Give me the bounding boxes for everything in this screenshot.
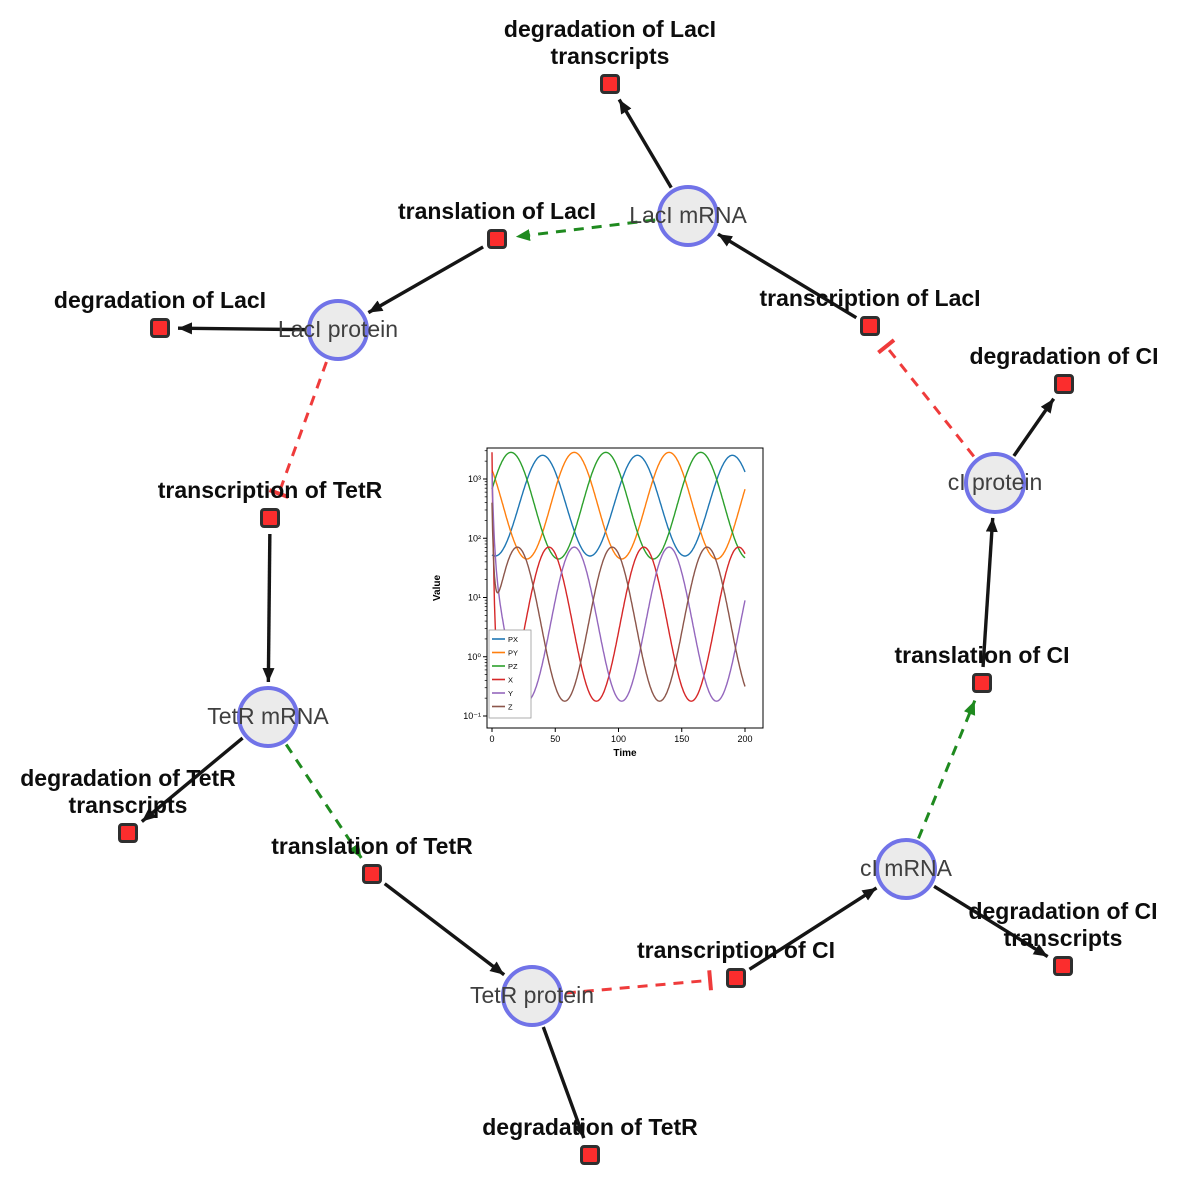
series-line-Y	[491, 473, 746, 702]
species-node-ci-mrna	[875, 838, 937, 900]
reaction-label-line: degradation of LacI	[53, 287, 267, 313]
edge-inhibition-laci-protein-to-txn-tetr	[268, 361, 328, 499]
species-node-tetr-protein	[501, 965, 563, 1027]
series-line-PX	[491, 454, 746, 557]
reaction-node-deg-tetr	[580, 1145, 600, 1165]
reaction-label-txn-tetr: transcription of TetR	[158, 477, 382, 504]
x-tick-label: 150	[674, 734, 689, 744]
species-node-ci-protein	[964, 452, 1026, 514]
species-label-ci-protein: cI protein	[947, 469, 1043, 495]
reaction-label-transl-ci: translation of CI	[894, 642, 1069, 669]
chart-legend-box	[488, 629, 532, 719]
y-tick-label: 10²	[468, 533, 481, 543]
reaction-label-deg-laci-tx: degradation of LacI transcripts	[504, 16, 716, 70]
y-tick-label: 10⁰	[467, 652, 481, 662]
legend-label-Y: Y	[508, 689, 513, 698]
x-tick-label: 200	[737, 734, 752, 744]
edge-modifier-laci-mrna-to-transl-laci	[515, 218, 656, 242]
series-line-Z	[491, 502, 746, 702]
edge-production-txn-tetr-to-tetr-mrna	[262, 533, 275, 683]
edge-production-transl-tetr-to-tetr-protein	[383, 882, 506, 977]
reaction-label-deg-tetr: degradation of TetR	[482, 1114, 698, 1141]
species-node-laci-protein	[307, 299, 369, 361]
reaction-label-txn-laci: transcription of LacI	[759, 285, 980, 312]
reaction-label-line: transcription of LacI	[759, 285, 981, 311]
reaction-label-line: degradation of TetR	[20, 765, 236, 791]
series-line-PZ	[491, 451, 746, 560]
reaction-label-transl-tetr: translation of TetR	[271, 833, 472, 860]
edge-consumption-tetr-mrna-to-deg-tetr-tx	[140, 736, 244, 823]
edge-production-txn-ci-to-ci-mrna	[748, 886, 878, 971]
x-tick-label: 100	[611, 734, 626, 744]
series-line-X	[491, 452, 746, 702]
timeseries-chart: 10³ 10² 10¹ 10⁰ 10⁻¹ 0 50 100 150 200 Time Value PX P…	[428, 436, 773, 766]
edge-production-transl-ci-to-ci-protein	[981, 517, 998, 668]
reaction-node-txn-ci	[726, 968, 746, 988]
y-tick-label: 10³	[468, 474, 481, 484]
reaction-label-deg-ci: degradation of CI	[969, 343, 1158, 370]
species-node-laci-mrna	[657, 185, 719, 247]
legend-label-Z: Z	[508, 702, 513, 711]
reaction-label-line: translation of TetR	[271, 833, 473, 859]
reaction-label-line: degradation of TetR	[482, 1114, 698, 1140]
species-node-tetr-mrna	[237, 686, 299, 748]
reaction-label-deg-tetr-tx: degradation of TetR transcripts	[20, 765, 236, 819]
edge-modifier-ci-mrna-to-transl-ci	[917, 700, 977, 840]
reaction-node-transl-tetr	[362, 864, 382, 884]
edge-consumption-laci-protein-to-deg-laci	[177, 322, 306, 335]
reaction-label-line: transcription of TetR	[157, 477, 383, 503]
reaction-label-line: transcripts	[550, 43, 670, 69]
species-label-laci-protein: LacI protein	[277, 316, 399, 342]
reaction-label-transl-laci: translation of LacI	[398, 198, 596, 225]
chart-x-axis-label: Time	[613, 748, 637, 759]
reaction-label-line: degradation of LacI	[503, 16, 717, 42]
reaction-node-deg-laci-tx	[600, 74, 620, 94]
reaction-node-deg-tetr-tx	[118, 823, 138, 843]
x-tick-label: 0	[489, 734, 494, 744]
species-label-ci-mrna: cI mRNA	[860, 855, 952, 881]
reaction-node-transl-ci	[972, 673, 992, 693]
species-label-laci-mrna: LacI mRNA	[629, 202, 747, 228]
reaction-label-txn-ci: transcription of CI	[637, 937, 835, 964]
x-tick-label: 50	[550, 734, 560, 744]
species-label-tetr-protein: TetR protein	[469, 982, 595, 1008]
reaction-label-line: translation of CI	[894, 642, 1070, 668]
edge-consumption-ci-protein-to-deg-ci	[1012, 397, 1056, 457]
reaction-node-deg-laci	[150, 318, 170, 338]
chart-y-axis-label: Value	[432, 575, 443, 602]
reaction-label-line: degradation of CI	[969, 343, 1159, 369]
edge-production-txn-laci-to-laci-mrna	[717, 232, 858, 320]
reaction-node-txn-laci	[860, 316, 880, 336]
reaction-label-line: transcription of CI	[636, 937, 836, 963]
edge-modifier-tetr-mrna-to-transl-tetr	[284, 743, 363, 859]
edge-production-transl-laci-to-laci-protein	[367, 245, 484, 315]
reaction-label-line: transcripts	[1003, 925, 1123, 951]
reaction-node-deg-ci-tx	[1053, 956, 1073, 976]
reaction-label-line: translation of LacI	[397, 198, 597, 224]
reaction-node-deg-ci	[1054, 374, 1074, 394]
series-line-PY	[491, 451, 746, 560]
reaction-label-deg-ci-tx: degradation of CI transcripts	[968, 898, 1157, 952]
edge-consumption-laci-mrna-to-deg-laci-tx	[617, 98, 673, 189]
legend-label-PX: PX	[508, 635, 518, 644]
legend-label-PY: PY	[508, 648, 518, 657]
species-label-tetr-mrna: TetR mRNA	[207, 703, 329, 729]
reaction-node-transl-laci	[487, 229, 507, 249]
edge-consumption-ci-mrna-to-deg-ci-tx	[933, 884, 1049, 958]
legend-label-PZ: PZ	[508, 662, 518, 671]
reaction-label-deg-laci: degradation of LacI	[54, 287, 266, 314]
edge-inhibition-ci-protein-to-txn-laci	[877, 338, 975, 458]
chart-plot-box	[486, 447, 764, 729]
y-tick-label: 10⁻¹	[463, 711, 481, 721]
reaction-label-line: transcripts	[68, 792, 188, 818]
reaction-label-line: degradation of CI	[968, 898, 1158, 924]
y-tick-label: 10¹	[468, 593, 481, 603]
legend-label-X: X	[508, 675, 513, 684]
edge-consumption-tetr-protein-to-deg-tetr	[541, 1026, 586, 1139]
reaction-node-txn-tetr	[260, 508, 280, 528]
edge-inhibition-tetr-protein-to-txn-ci	[565, 970, 713, 995]
